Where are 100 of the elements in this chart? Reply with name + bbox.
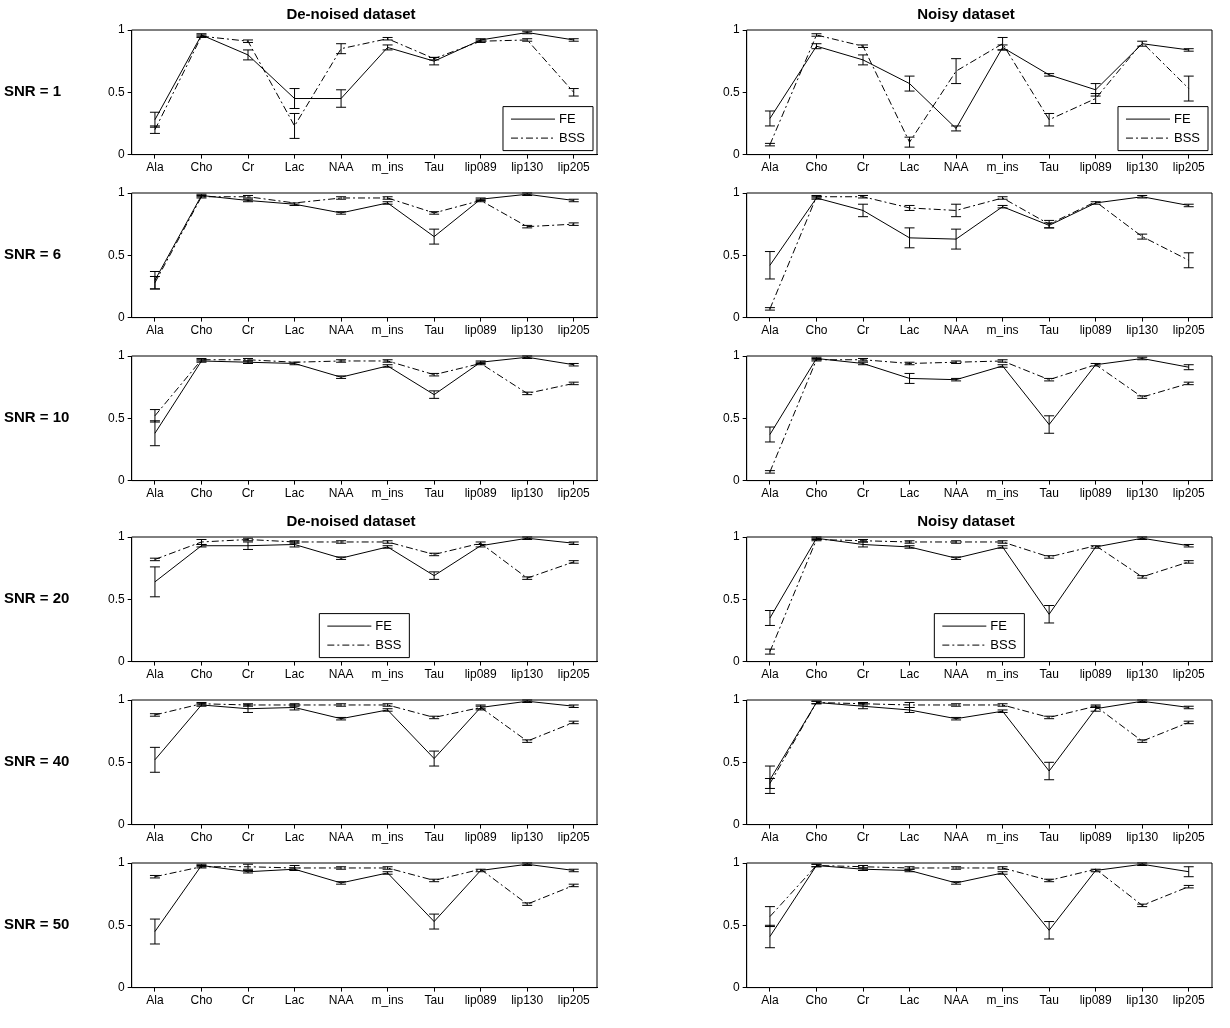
y-tick-label: 0.5 [722, 917, 740, 932]
x-tick-label: Cr [241, 323, 255, 338]
x-tick-label: NAA [943, 160, 969, 175]
x-tick-label: Tau [1039, 323, 1059, 338]
x-tick-label: Ala [146, 323, 164, 338]
x-tick-label: Lac [284, 830, 305, 845]
x-tick-label: Cho [190, 486, 213, 501]
chart-title: Noisy dataset [917, 5, 1015, 23]
x-tick-label: m_ins [986, 160, 1019, 175]
legend-label: FE [990, 617, 1008, 633]
y-tick-label: 0 [117, 653, 125, 668]
y-tick-label: 1 [732, 855, 740, 870]
x-tick-label: Cho [190, 323, 213, 338]
y-tick-label: 0 [732, 979, 740, 994]
x-tick-label: Cr [856, 486, 870, 501]
x-tick-label: Tau [424, 160, 444, 175]
point [149, 125, 161, 134]
x-tick-label: m_ins [371, 993, 404, 1008]
y-tick-label: 0.5 [722, 410, 740, 425]
x-tick-label: Cr [241, 993, 255, 1008]
x-tick-label: NAA [328, 830, 354, 845]
x-tick-label: NAA [328, 667, 354, 682]
y-tick-label: 0.5 [722, 247, 740, 262]
y-tick-label: 1 [117, 855, 125, 870]
y-tick-label: 0.5 [107, 84, 125, 99]
x-tick-label: Ala [146, 667, 164, 682]
chart-title: De-noised dataset [286, 512, 416, 530]
x-tick-label: lip205 [1172, 830, 1206, 845]
x-tick-label: m_ins [371, 323, 404, 338]
x-tick-label: Lac [899, 667, 920, 682]
x-tick-label: lip205 [1172, 486, 1206, 501]
x-tick-label: Cho [805, 486, 828, 501]
y-tick-label: 1 [732, 692, 740, 707]
y-tick-label: 0 [117, 816, 125, 831]
y-axis-title: SNR = 20 [4, 589, 70, 607]
legend-label: FE [1173, 110, 1191, 126]
y-tick-label: 1 [117, 529, 125, 544]
x-tick-label: Ala [146, 993, 164, 1008]
x-tick-label: m_ins [986, 993, 1019, 1008]
x-tick-label: Cr [856, 993, 870, 1008]
x-tick-label: lip130 [1126, 486, 1159, 501]
x-tick-label: lip089 [464, 486, 498, 501]
x-tick-label: Cr [241, 160, 255, 175]
y-tick-label: 0.5 [722, 754, 740, 769]
x-tick-label: lip205 [557, 667, 591, 682]
y-tick-label: 0.5 [722, 84, 740, 99]
x-tick-label: NAA [943, 486, 969, 501]
y-tick-label: 1 [732, 185, 740, 200]
x-tick-label: Cho [805, 160, 828, 175]
x-tick-label: lip205 [557, 830, 591, 845]
x-tick-label: m_ins [371, 667, 404, 682]
y-tick-label: 1 [117, 348, 125, 363]
x-tick-label: Ala [146, 160, 164, 175]
x-tick-label: lip089 [464, 323, 498, 338]
x-tick-label: lip130 [511, 667, 544, 682]
x-tick-label: lip130 [1126, 830, 1159, 845]
x-tick-label: Ala [761, 667, 779, 682]
x-tick-label: Lac [284, 993, 305, 1008]
x-tick-label: lip205 [557, 486, 591, 501]
y-tick-label: 1 [732, 22, 740, 37]
x-tick-label: lip089 [1079, 993, 1113, 1008]
x-tick-label: Lac [899, 323, 920, 338]
x-tick-label: lip089 [1079, 667, 1113, 682]
x-tick-label: lip089 [464, 160, 498, 175]
x-tick-label: Ala [146, 830, 164, 845]
x-tick-label: NAA [943, 830, 969, 845]
x-tick-label: lip089 [1079, 830, 1113, 845]
x-tick-label: Lac [899, 993, 920, 1008]
x-tick-label: Ala [761, 323, 779, 338]
y-tick-label: 0 [117, 146, 125, 161]
legend-label: BSS [558, 129, 586, 145]
y-tick-label: 0 [732, 309, 740, 324]
x-tick-label: Lac [899, 160, 920, 175]
x-tick-label: Tau [1039, 830, 1059, 845]
x-tick-label: m_ins [371, 486, 404, 501]
x-tick-label: Cr [856, 323, 870, 338]
x-tick-label: lip205 [1172, 323, 1206, 338]
x-tick-label: lip130 [511, 486, 544, 501]
x-tick-label: m_ins [371, 830, 404, 845]
y-tick-label: 0.5 [107, 247, 125, 262]
x-tick-label: lip089 [464, 993, 498, 1008]
y-tick-label: 1 [117, 22, 125, 37]
x-tick-label: Cho [805, 667, 828, 682]
x-tick-label: lip130 [1126, 993, 1159, 1008]
x-tick-label: Tau [1039, 993, 1059, 1008]
chart-title: Noisy dataset [917, 512, 1015, 530]
x-tick-label: lip130 [511, 993, 544, 1008]
y-tick-label: 1 [117, 185, 125, 200]
x-tick-label: Cho [805, 830, 828, 845]
x-tick-label: NAA [328, 323, 354, 338]
x-tick-label: lip089 [1079, 160, 1113, 175]
y-tick-label: 1 [732, 529, 740, 544]
x-tick-label: lip130 [511, 160, 544, 175]
x-tick-label: m_ins [986, 323, 1019, 338]
x-tick-label: m_ins [371, 160, 404, 175]
x-tick-label: lip205 [557, 160, 591, 175]
y-axis-title: SNR = 50 [4, 915, 70, 933]
x-tick-label: Tau [424, 993, 444, 1008]
x-tick-label: Ala [761, 993, 779, 1008]
x-tick-label: NAA [328, 160, 354, 175]
